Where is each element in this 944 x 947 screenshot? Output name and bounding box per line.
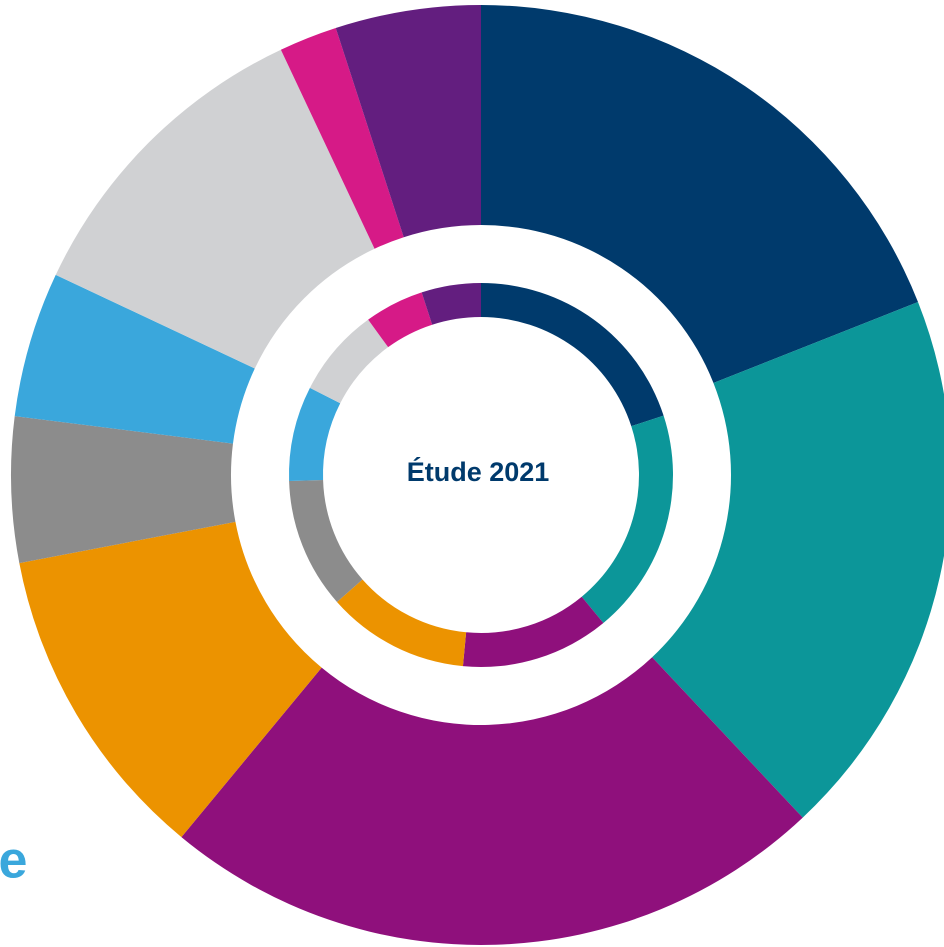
donut-segment [280, 28, 404, 249]
donut-segment [481, 283, 664, 427]
donut-segment [421, 283, 481, 325]
donut-segment [14, 274, 255, 444]
donut-segment [462, 596, 604, 668]
donut-segment [368, 292, 433, 348]
donut-segment [10, 416, 236, 564]
donut-segment [336, 579, 467, 667]
donut-segment [581, 415, 673, 623]
donut-segment [181, 657, 803, 945]
donut-segment [481, 5, 918, 383]
donut-segment [19, 521, 322, 838]
donut-segment [335, 5, 481, 238]
donut-segment [652, 301, 944, 818]
donut-segment [309, 319, 389, 404]
rings [10, 5, 944, 945]
donut-segment [55, 49, 375, 369]
center-label: Étude 2021 [407, 456, 550, 487]
donut-segment [289, 479, 363, 602]
donut-segment [289, 387, 341, 482]
caption: le [0, 832, 27, 890]
